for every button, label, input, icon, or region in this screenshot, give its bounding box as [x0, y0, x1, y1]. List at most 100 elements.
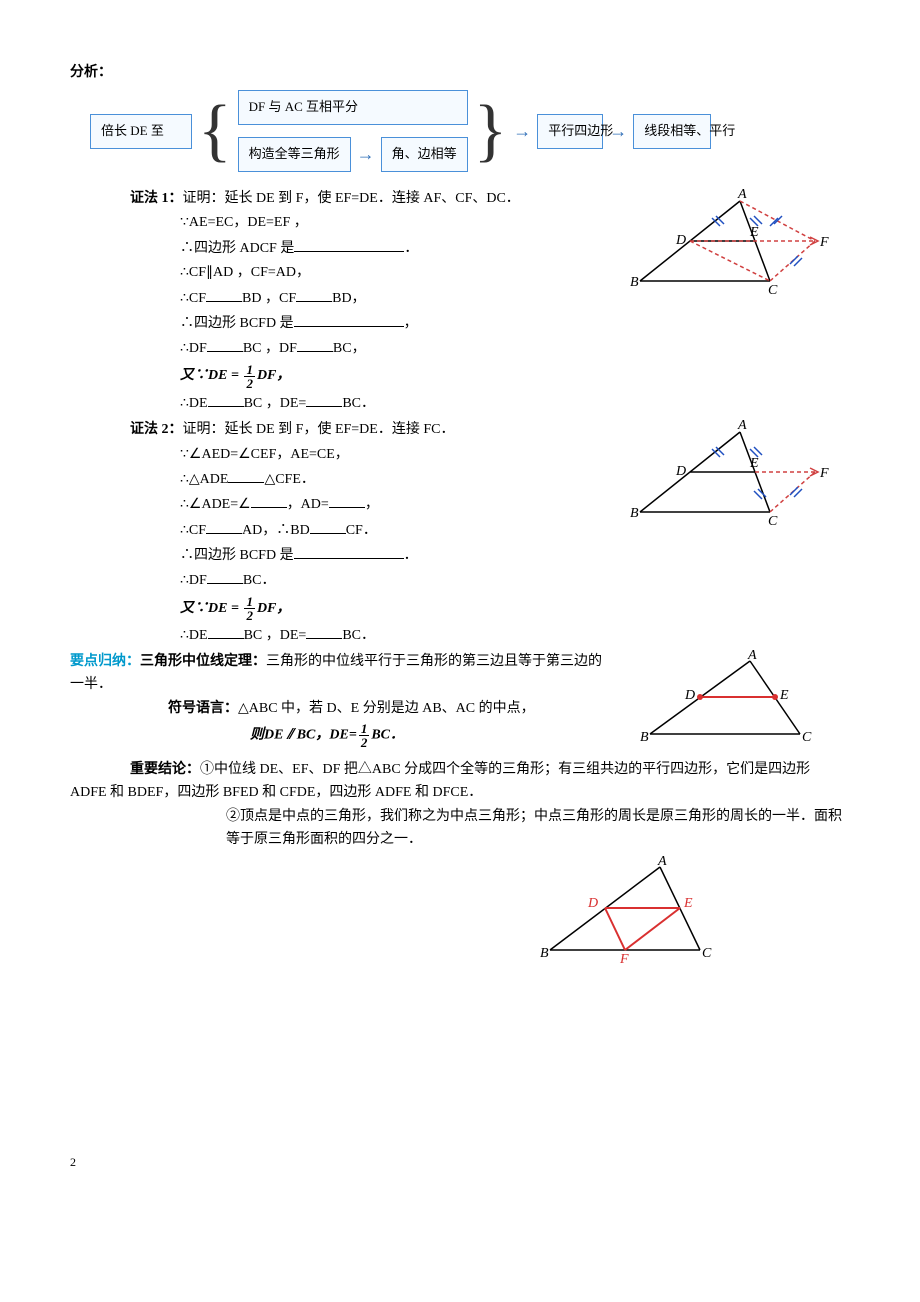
svg-text:B: B — [630, 506, 639, 521]
proof2-l1: ∵∠AED=∠CEF，AE=CE， — [70, 444, 610, 466]
svg-text:E: E — [779, 688, 789, 703]
proof2-l7: 又∵DE = 12DF， — [70, 595, 610, 622]
conclusion-line2: ②顶点是中点的三角形，我们称之为中点三角形；中点三角形的周长是原三角形的周长的一… — [70, 806, 850, 851]
svg-text:A: A — [737, 187, 747, 202]
svg-text:A: A — [747, 649, 757, 663]
proof1-l6: ∴DF BC ，DF BC， — [70, 337, 610, 360]
blank — [207, 337, 243, 352]
t: 则DE — [250, 728, 283, 743]
proof1-intro: 证明：延长 DE 到 F，使 EF=DE．连接 AF、CF、DC． — [183, 191, 520, 206]
flow-box-2: DF 与 AC 互相平分 — [238, 90, 468, 125]
t: ∴CF — [180, 523, 206, 538]
t: 又∵DE = — [180, 601, 242, 616]
svg-text:E: E — [749, 225, 759, 240]
blank — [207, 569, 243, 584]
t: BD， — [332, 291, 365, 306]
t: BC ，DE= — [244, 396, 307, 411]
diagram-4: A B C D E F — [70, 855, 850, 973]
t: ∴△ADE — [180, 472, 228, 487]
flow-row-bottom: 构造全等三角形 → 角、边相等 — [238, 137, 468, 172]
svg-text:C: C — [768, 283, 778, 296]
blank — [306, 624, 342, 639]
t: ∴∠ADE=∠ — [180, 497, 251, 512]
svg-text:C: C — [802, 730, 812, 744]
keypoint-formula: 则DE ⫽ BC，DE=12BC． — [70, 722, 610, 749]
keypoint-label: 要点归纳： — [70, 654, 140, 669]
blank — [306, 392, 342, 407]
diagram-3: A B C D E — [610, 649, 850, 744]
proof2-block: 证法 2：证明：延长 DE 到 F，使 EF=DE．连接 FC． ∵∠AED=∠… — [70, 417, 850, 649]
flow-box-4: 角、边相等 — [381, 137, 468, 172]
blank — [296, 287, 332, 302]
proof1-l2: ∴四边形 ADCF 是． — [70, 237, 610, 260]
blank — [206, 287, 242, 302]
flow-column: DF 与 AC 互相平分 构造全等三角形 → 角、边相等 — [238, 90, 468, 172]
t: ∴DE — [180, 396, 208, 411]
symbol-label: 符号语言： — [168, 701, 238, 716]
svg-text:C: C — [702, 946, 712, 961]
svg-text:D: D — [675, 233, 686, 248]
blank — [251, 493, 287, 508]
svg-text:E: E — [749, 456, 759, 471]
t: BC， — [333, 341, 366, 356]
arrow-icon: → — [609, 117, 627, 146]
t: DF， — [257, 368, 290, 383]
proof1-l5: ∴四边形 BCFD 是， — [70, 312, 610, 335]
t: BC． — [342, 628, 375, 643]
svg-text:B: B — [630, 275, 639, 290]
t: BD ，CF — [242, 291, 296, 306]
conclusion-c2: ②顶点是中点的三角形，我们称之为中点三角形；中点三角形的周长是原三角形的周长的一… — [226, 809, 842, 846]
symbol-text: △ABC 中，若 D、E 分别是边 AB、AC 的中点， — [238, 701, 535, 716]
flow-box-1: 倍长 DE 至 — [90, 114, 192, 149]
t: ∴DF — [180, 341, 207, 356]
svg-text:B: B — [640, 730, 649, 744]
t: ． — [404, 548, 418, 563]
analysis-label: 分析： — [70, 62, 850, 84]
t: △CFE． — [264, 472, 314, 487]
t: BC． — [342, 396, 375, 411]
flow-box-6: 线段相等、平行 — [633, 114, 711, 149]
flow-box-3: 构造全等三角形 — [238, 137, 351, 172]
proof2-l3: ∴∠ADE=∠，AD=， — [70, 493, 610, 516]
t: ， — [365, 497, 379, 512]
t: BC． — [243, 573, 276, 588]
proof2-l4: ∴CFAD，∴BDCF． — [70, 519, 610, 542]
t: BC ，DF — [243, 341, 297, 356]
proof1-l3: ∴CF∥AD ，CF=AD， — [70, 262, 610, 284]
proof1-block: 证法 1：证明：延长 DE 到 F，使 EF=DE．连接 AF、CF、DC． ∵… — [70, 186, 850, 417]
svg-text:C: C — [768, 514, 778, 527]
proof1-title-line: 证法 1：证明：延长 DE 到 F，使 EF=DE．连接 AF、CF、DC． — [70, 188, 610, 210]
svg-text:E: E — [683, 896, 693, 911]
t: AD，∴BD — [242, 523, 310, 538]
blank — [208, 392, 244, 407]
proof2-l2: ∴△ADE △CFE． — [70, 468, 610, 491]
proof2-title-line: 证法 2：证明：延长 DE 到 F，使 EF=DE．连接 FC． — [70, 419, 610, 441]
proof1-l2-text: ∴四边形 ADCF 是 — [180, 241, 294, 256]
svg-text:A: A — [737, 418, 747, 433]
brace-close-icon: } — [474, 101, 508, 161]
svg-text:D: D — [675, 464, 686, 479]
conclusion-label: 重要结论： — [130, 762, 200, 777]
t: BC，DE= — [297, 728, 357, 743]
blank — [206, 519, 242, 534]
proof1-l7: 又∵DE = 12DF， — [70, 363, 610, 390]
proof1-l4: ∴CF BD ，CF BD， — [70, 287, 610, 310]
proof2-l5: ∴四边形 BCFD 是． — [70, 544, 610, 567]
keypoint-block: 要点归纳：三角形中位线定理：三角形的中位线平行于三角形的第三边且等于第三边的一半… — [70, 649, 850, 751]
svg-text:A: A — [657, 855, 667, 869]
proof2-title: 证法 2： — [130, 422, 183, 437]
arrow-icon: → — [357, 140, 375, 169]
proof2-l8: ∴DEBC ，DE=BC． — [70, 624, 610, 647]
t: BC ，DE= — [244, 628, 307, 643]
t: BC． — [371, 728, 404, 743]
svg-text:D: D — [684, 688, 695, 703]
svg-text:F: F — [819, 235, 829, 250]
page-number: 2 — [70, 1153, 850, 1172]
blank — [228, 468, 264, 483]
proof2-l6: ∴DFBC． — [70, 569, 610, 592]
flowchart: 倍长 DE 至 { DF 与 AC 互相平分 构造全等三角形 → 角、边相等 }… — [90, 90, 850, 172]
proof2-intro: 证明：延长 DE 到 F，使 EF=DE．连接 FC． — [183, 422, 455, 437]
blank — [310, 519, 346, 534]
t: ∴四边形 BCFD 是 — [180, 316, 294, 331]
t: ∴CF — [180, 291, 206, 306]
